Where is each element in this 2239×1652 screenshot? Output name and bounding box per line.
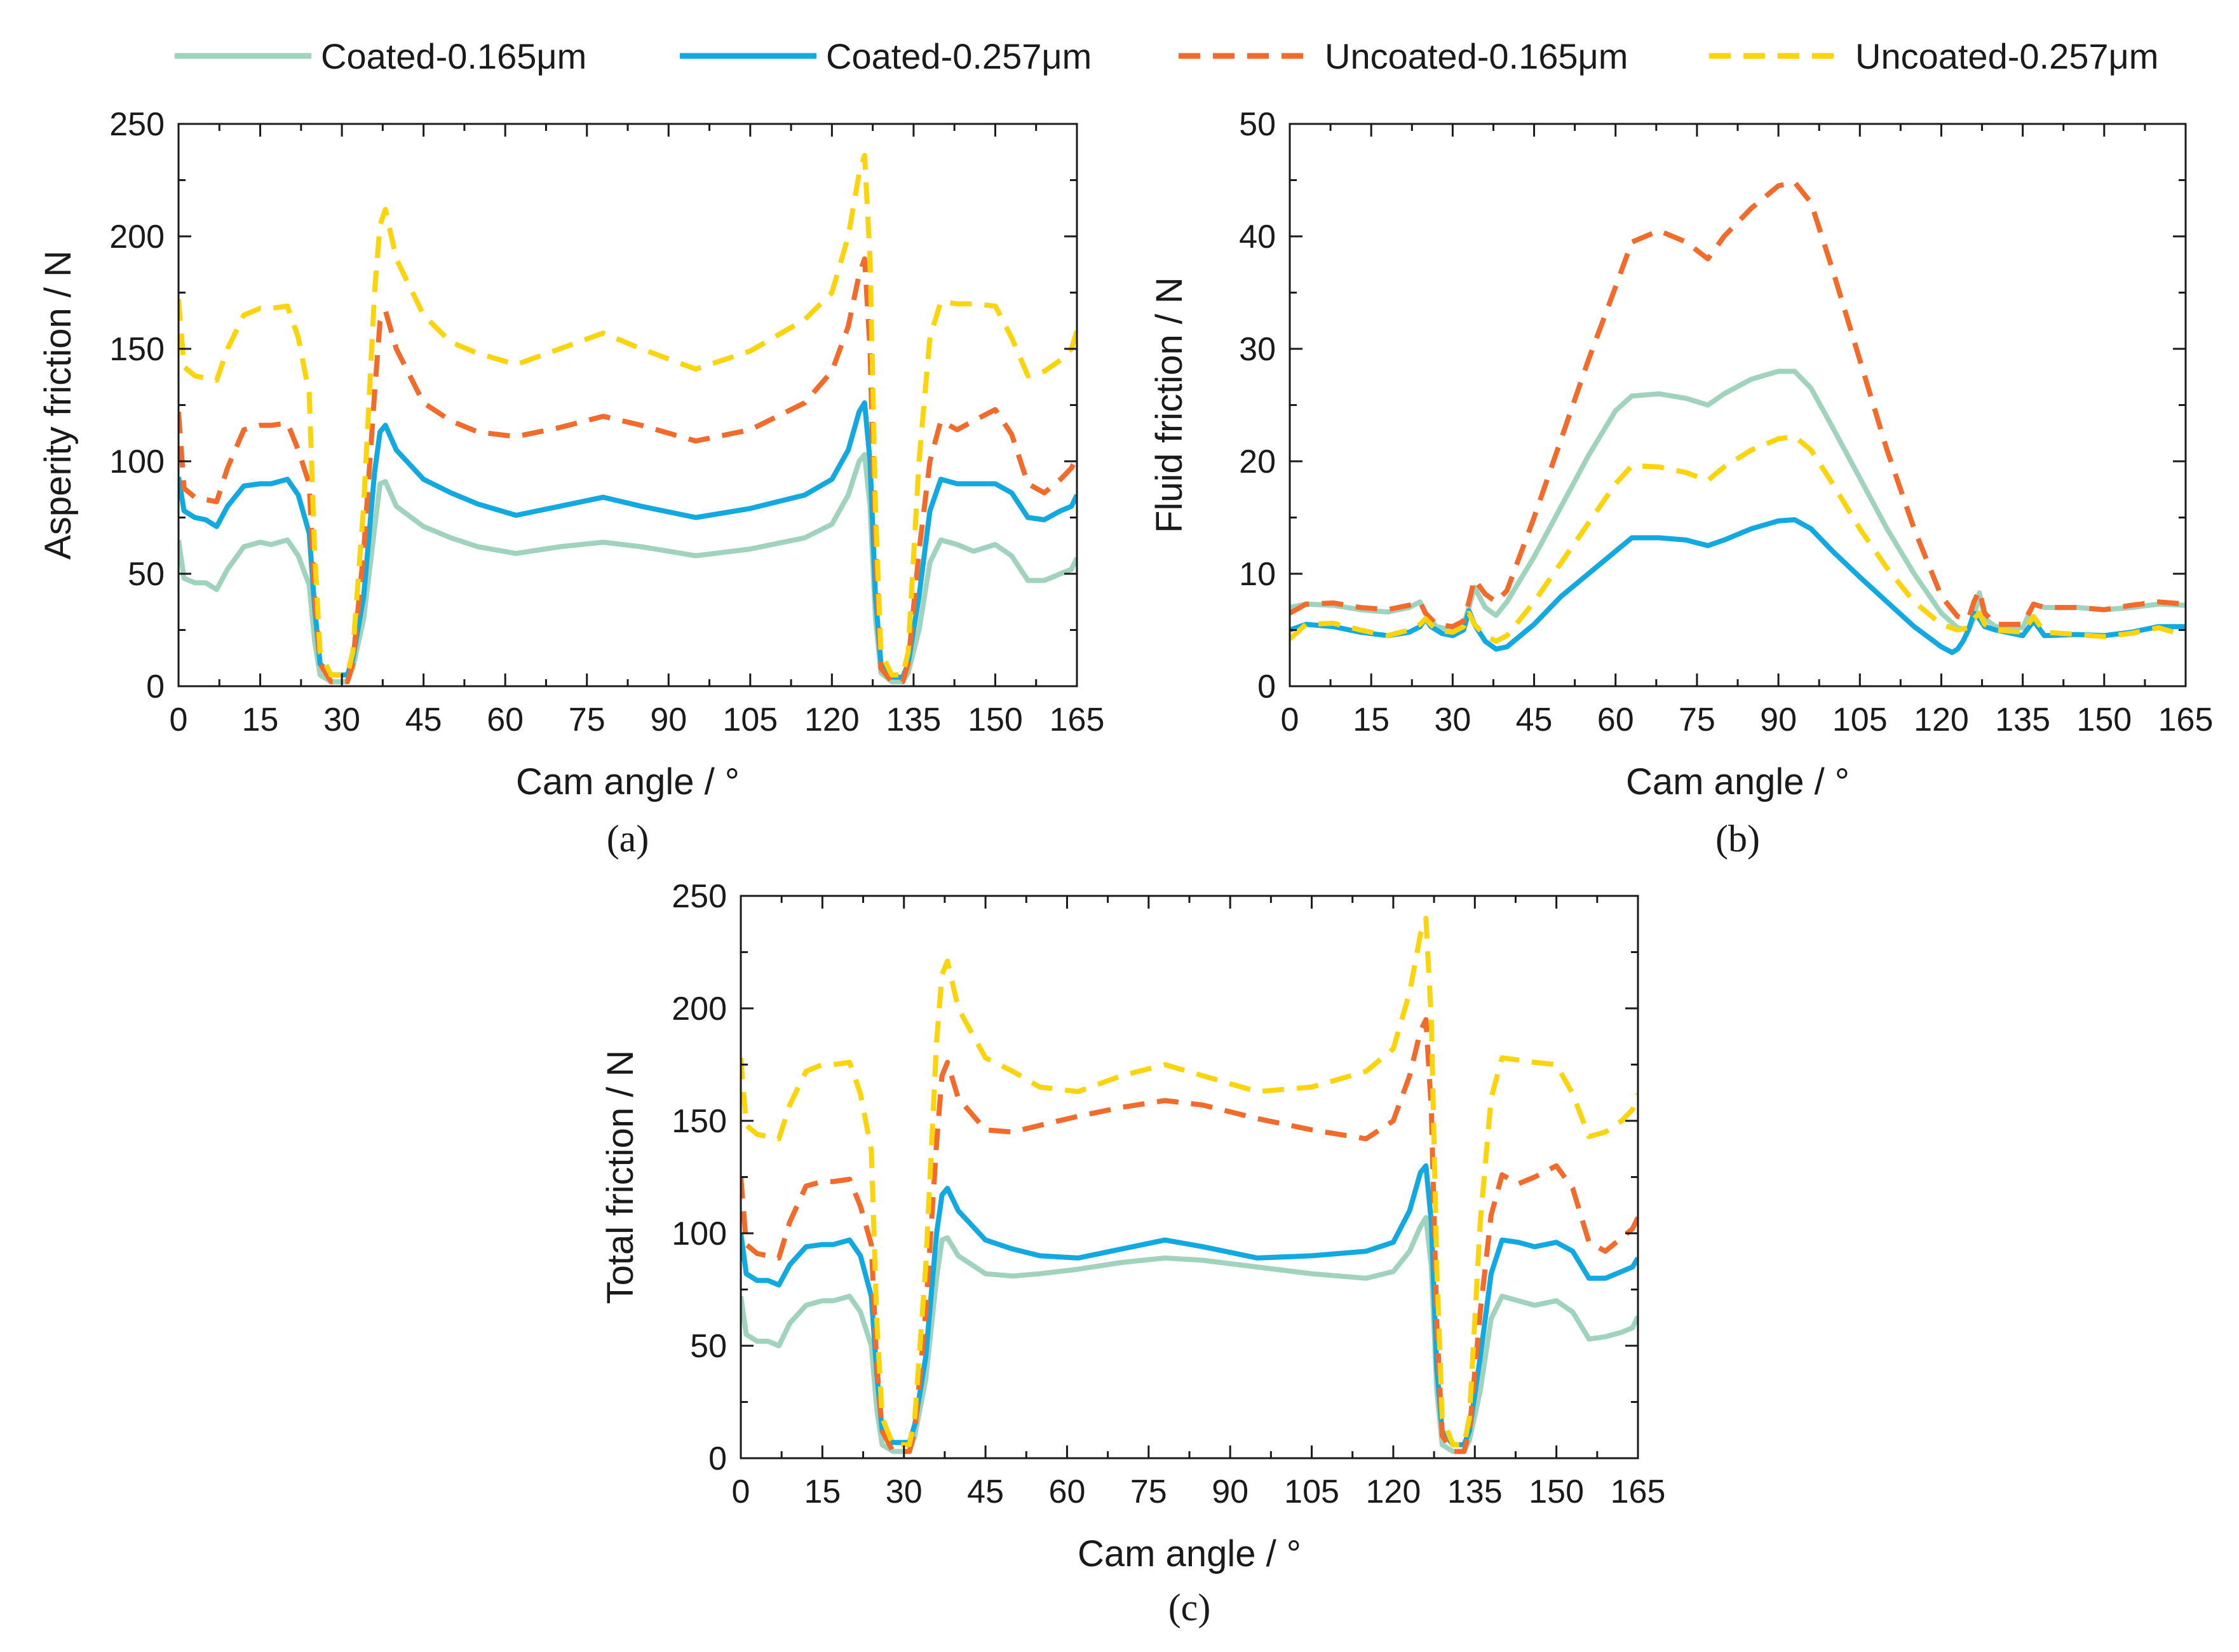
- x-tick-label-b-60: 60: [1597, 701, 1634, 738]
- x-tick-label-c-135: 135: [1447, 1473, 1503, 1510]
- x-axis-title-a: Cam angle / °: [516, 761, 740, 802]
- legend: Coated-0.165μm Coated-0.257μm Uncoated-0.1…: [175, 36, 2158, 76]
- y-tick-label-a-150: 150: [109, 331, 165, 368]
- series-line-b-uncoated-0-257-m: [1290, 434, 2186, 644]
- legend-label-coated-0-165-m: Coated-0.165μm: [321, 36, 586, 76]
- y-tick-label-b-10: 10: [1239, 556, 1276, 593]
- series-line-b-uncoated-0-165-m: [1290, 180, 2186, 630]
- y-tick-label-c-50: 50: [690, 1328, 727, 1365]
- y-tick-label-a-200: 200: [109, 219, 165, 255]
- panel-a-asperity-friction: 0 15 30 45 60 75 90 105 120 135 150 165 0 50 100 150 200…: [37, 106, 1104, 860]
- y-tick-label-b-30: 30: [1239, 331, 1276, 368]
- y-tick-label-a-250: 250: [109, 106, 165, 143]
- panel-c-total-friction: 0 15 30 45 60 75 90 105 120 135 150 165 0 50 100 150 200…: [600, 878, 1665, 1628]
- x-tick-label-b-15: 15: [1353, 701, 1390, 738]
- x-tick-label-b-75: 75: [1679, 701, 1715, 738]
- x-tick-label-a-75: 75: [569, 701, 605, 738]
- x-tick-label-c-120: 120: [1366, 1473, 1421, 1510]
- x-axis-title-c: Cam angle / °: [1078, 1533, 1301, 1574]
- x-tick-label-c-30: 30: [886, 1473, 923, 1510]
- x-tick-label-c-45: 45: [967, 1473, 1004, 1510]
- panel-b-fluid-friction: 0 15 30 45 60 75 90 105 120 135 150 165 0 10 20 30 40 50 C…: [1149, 106, 2213, 860]
- x-tick-label-b-30: 30: [1434, 701, 1471, 738]
- series-line-c-uncoated-0-165-m: [741, 1017, 1638, 1454]
- y-tick-label-c-250: 250: [672, 878, 727, 915]
- x-tick-label-c-60: 60: [1049, 1473, 1086, 1510]
- x-tick-label-a-0: 0: [170, 701, 188, 738]
- series-line-a-coated-0-165-m: [179, 452, 1077, 684]
- series-line-c-uncoated-0-257-m: [741, 916, 1638, 1447]
- x-tick-label-a-135: 135: [886, 701, 942, 738]
- panel-caption-c: (c): [1168, 1587, 1211, 1628]
- x-tick-label-b-150: 150: [2076, 701, 2132, 738]
- y-tick-label-a-50: 50: [128, 556, 165, 593]
- panel-caption-a: (a): [607, 818, 649, 860]
- panel-caption-b: (b): [1715, 818, 1760, 860]
- series-line-b-coated-0-257-m: [1290, 517, 2186, 655]
- x-tick-label-b-135: 135: [1995, 701, 2050, 738]
- y-tick-label-c-100: 100: [672, 1215, 727, 1252]
- y-tick-label-a-0: 0: [146, 668, 165, 705]
- x-tick-label-b-0: 0: [1281, 701, 1299, 738]
- x-tick-label-a-60: 60: [487, 701, 524, 738]
- x-tick-label-a-30: 30: [323, 701, 360, 738]
- y-axis-title-a: Asperity friction / N: [37, 250, 79, 560]
- x-tick-label-a-90: 90: [650, 701, 687, 738]
- y-axis-title-b: Fluid friction / N: [1149, 277, 1190, 533]
- x-tick-label-c-105: 105: [1284, 1473, 1339, 1510]
- x-tick-label-c-15: 15: [804, 1473, 841, 1510]
- y-axis-title-c: Total friction / N: [600, 1050, 641, 1304]
- x-tick-label-a-15: 15: [242, 701, 279, 738]
- x-tick-label-a-165: 165: [1050, 701, 1105, 738]
- y-tick-label-b-20: 20: [1239, 443, 1276, 480]
- y-tick-label-a-100: 100: [109, 443, 165, 480]
- y-tick-label-c-200: 200: [672, 991, 727, 1027]
- x-tick-label-c-0: 0: [732, 1473, 750, 1510]
- x-tick-label-b-120: 120: [1914, 701, 1969, 738]
- x-tick-label-a-105: 105: [722, 701, 778, 738]
- legend-label-uncoated-0-257-m: Uncoated-0.257μm: [1855, 36, 2158, 76]
- y-tick-label-b-50: 50: [1239, 106, 1276, 143]
- x-tick-label-a-120: 120: [804, 701, 860, 738]
- legend-label-uncoated-0-165-m: Uncoated-0.165μm: [1325, 36, 1628, 76]
- x-tick-label-c-90: 90: [1212, 1473, 1248, 1510]
- x-tick-label-c-75: 75: [1130, 1473, 1167, 1510]
- x-tick-label-b-45: 45: [1516, 701, 1553, 738]
- series-line-b-coated-0-165-m: [1290, 369, 2186, 633]
- series-line-c-coated-0-165-m: [741, 1215, 1638, 1454]
- y-tick-label-c-150: 150: [672, 1103, 727, 1140]
- x-tick-label-a-45: 45: [405, 701, 442, 738]
- series-line-c-coated-0-257-m: [741, 1163, 1638, 1447]
- x-tick-label-b-90: 90: [1760, 701, 1797, 738]
- x-tick-label-c-150: 150: [1529, 1473, 1584, 1510]
- legend-label-coated-0-257-m: Coated-0.257μm: [826, 36, 1092, 76]
- x-tick-label-a-150: 150: [968, 701, 1023, 738]
- series-line-a-coated-0-257-m: [179, 400, 1077, 680]
- x-axis-title-b: Cam angle / °: [1626, 761, 1850, 802]
- x-tick-label-c-165: 165: [1611, 1473, 1666, 1510]
- plot-frame-b: [1289, 123, 2187, 687]
- x-tick-label-b-165: 165: [2158, 701, 2214, 738]
- series-line-a-uncoated-0-257-m: [179, 152, 1077, 678]
- y-tick-label-b-0: 0: [1257, 668, 1276, 705]
- y-tick-label-b-40: 40: [1239, 219, 1276, 255]
- x-tick-label-b-105: 105: [1832, 701, 1888, 738]
- y-tick-label-c-0: 0: [708, 1440, 727, 1477]
